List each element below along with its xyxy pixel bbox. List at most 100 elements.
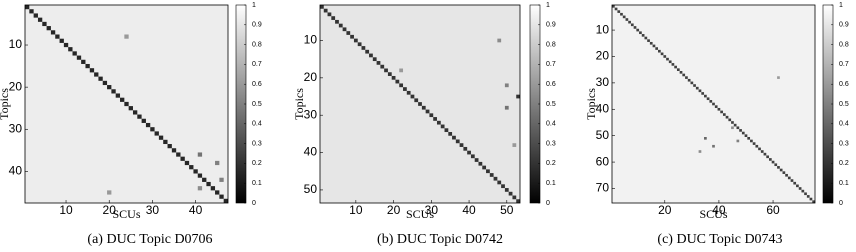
diagonal-cell (739, 129, 742, 132)
diagonal-cell (733, 123, 737, 127)
diagonal-cell (804, 192, 807, 196)
plot-frame (24, 4, 229, 204)
diagonal-cell (636, 28, 640, 32)
diagonal-cell (655, 47, 659, 50)
diagonal-cell (384, 68, 388, 73)
diagonal-cell (633, 26, 637, 29)
cell (712, 144, 715, 148)
diagonal-cell (809, 197, 813, 201)
diagonal-cell (98, 76, 103, 81)
diagonal-cell (674, 65, 677, 69)
diagonal-cell (369, 53, 373, 58)
diagonal-cell (628, 20, 631, 24)
diagonal-cell (760, 150, 764, 153)
diagonal-cell (342, 27, 347, 32)
diagonal-cell (685, 76, 688, 79)
y-axis-label: Topics (0, 88, 11, 120)
diagonal-cell (806, 195, 810, 198)
x-axis-label: SCUs (406, 207, 434, 221)
diagonal-cell (744, 134, 748, 137)
colorbar-tick-label: 1 (839, 2, 843, 9)
diagonal-cell (455, 139, 460, 144)
diagonal-cell (493, 176, 498, 181)
diagonal-cell (652, 44, 656, 48)
diagonal-cell (85, 63, 90, 69)
diagonal-cell (782, 171, 786, 174)
diagonal-cell (706, 97, 710, 101)
diagonal-cell (372, 57, 377, 62)
diagonal-cell (421, 105, 426, 110)
diagonal-cell (728, 118, 732, 122)
diagonal-cell (141, 118, 146, 123)
colorbar-tick-label: 0.3 (839, 140, 849, 147)
x-tick-label: 20 (658, 203, 672, 217)
colorbar-tick-label: 0 (252, 200, 256, 207)
diagonal-cell (676, 68, 680, 71)
x-tick-label: 40 (712, 203, 726, 217)
diagonal-cell (722, 113, 726, 116)
diagonal-cell (429, 113, 434, 118)
y-tick-label: 20 (9, 79, 23, 93)
diagonal-cell (763, 152, 767, 156)
diagonal-cell (714, 105, 718, 108)
colorbar-tick-label: 0.7 (839, 61, 849, 68)
diagonal-cell (350, 34, 354, 39)
diagonal-cell (376, 61, 381, 65)
cell (504, 83, 509, 88)
diagonal-cell (399, 83, 404, 88)
y-tick-label: 30 (596, 75, 610, 89)
diagonal-cell (406, 90, 411, 95)
x-tick-label: 20 (387, 203, 401, 217)
diagonal-cell (625, 18, 629, 21)
diagonal-cell (410, 94, 415, 99)
colorbar-tick-label: 0.5 (839, 101, 849, 108)
diagonal-cell (666, 57, 669, 61)
diagonal-cell (779, 168, 783, 172)
colorbar-tick-label: 0.1 (252, 180, 262, 187)
diagonal-cell (403, 87, 407, 91)
diagonal-cell (357, 42, 362, 47)
diagonal-cell (167, 144, 172, 149)
diagonal-cell (812, 200, 815, 203)
diagonal-cell (785, 173, 788, 177)
colorbar-tick-label: 0.1 (546, 180, 556, 187)
colorbar-tick-label: 0.8 (546, 41, 556, 48)
caption: (a) DUC Topic D0706 (87, 232, 212, 247)
colorbar-tick-label: 0.1 (839, 180, 849, 187)
y-tick-label: 10 (304, 33, 318, 47)
y-tick-label: 40 (596, 101, 610, 115)
diagonal-cell (701, 92, 705, 95)
colorbar-tick-label: 0.4 (839, 121, 849, 128)
cell (124, 34, 129, 39)
colorbar-tick-label: 0.5 (546, 101, 556, 108)
diagonal-cell (436, 120, 441, 125)
diagonal-cell (508, 191, 513, 196)
diagonal-cell (171, 148, 177, 153)
diagonal-cell (731, 121, 734, 124)
colorbar-tick-label: 0.3 (252, 140, 262, 147)
cell (497, 38, 502, 43)
colorbar-tick-label: 0.3 (546, 140, 556, 147)
diagonal-cell (120, 97, 125, 102)
y-tick-label: 50 (596, 128, 610, 142)
diagonal-cell (768, 158, 772, 161)
diagonal-cell (327, 12, 332, 17)
diagonal-cell (391, 75, 396, 80)
diagonal-cell (671, 63, 675, 66)
diagonal-cell (72, 51, 77, 56)
diagonal-cell (758, 147, 761, 151)
diagonal-cell (798, 187, 802, 190)
diagonal-cell (709, 100, 713, 103)
y-tick-label: 10 (9, 37, 23, 51)
diagonal-cell (395, 79, 400, 84)
diagonal-cell (25, 5, 30, 10)
diagonal-cell (712, 102, 715, 106)
diagonal-cell (459, 143, 464, 147)
cell (215, 160, 220, 166)
colorbar-tick-label: 1 (546, 2, 550, 9)
diagonal-cell (210, 186, 216, 191)
cell (197, 152, 203, 157)
x-tick-label: 30 (146, 203, 160, 217)
diagonal-cell (641, 34, 645, 37)
diagonal-cell (184, 160, 190, 166)
